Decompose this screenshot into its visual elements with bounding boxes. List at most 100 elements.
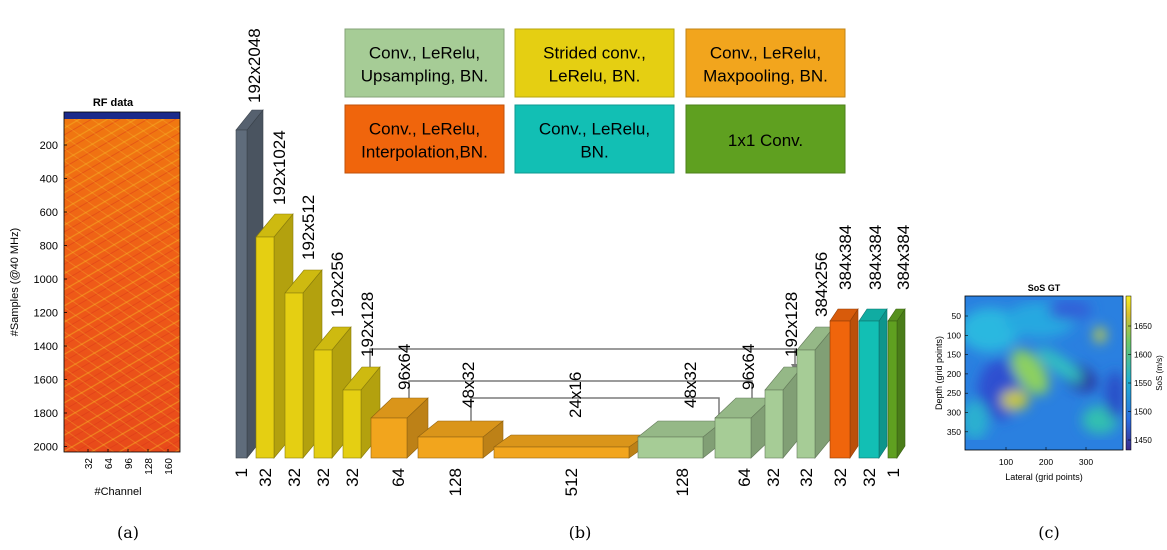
block-side-face — [878, 308, 888, 459]
rf-x-tick-label: 32 — [84, 458, 95, 470]
block-channel-label: 128 — [446, 468, 465, 496]
legend-item: Conv., LeRelu, Upsampling, BN. — [344, 28, 505, 98]
block-channel-label: 64 — [735, 468, 754, 487]
block-size-label: 192x256 — [328, 252, 347, 317]
rf-y-tick-label: 1000 — [34, 274, 58, 286]
legend-swatch — [685, 104, 846, 174]
skip-connection-3 — [470, 397, 723, 432]
block-size-label: 24x16 — [566, 372, 585, 418]
sos-x-ticks: 100 200 300 — [999, 447, 1093, 467]
legend-label: Conv., LeRelu, — [539, 120, 650, 139]
block-size-label: 384x384 — [894, 225, 913, 290]
sos-y-tick-label: 300 — [947, 408, 961, 418]
block-channel-label: 128 — [673, 468, 692, 496]
block-front-face — [858, 320, 880, 459]
block-front-face — [493, 446, 630, 459]
block-front-face — [887, 320, 898, 459]
block-size-label: 192x1024 — [270, 130, 289, 205]
block-channel-labels: 1 32 32 32 32 64 128 512 128 64 32 32 32 32 1 — [232, 468, 903, 496]
skip-connection-1 — [369, 348, 799, 375]
block-front-face — [235, 129, 248, 459]
block-size-label: 48x32 — [459, 362, 478, 408]
legend-label: Upsampling, BN. — [361, 67, 489, 86]
block-size-label: 192x2048 — [245, 28, 264, 103]
block-front-face — [714, 417, 752, 459]
block-channel-label: 32 — [831, 468, 850, 487]
block-channel-label: 32 — [797, 468, 816, 487]
legend-label: Conv., LeRelu, — [710, 44, 821, 63]
legend-swatch — [685, 28, 846, 98]
block-channel-label: 32 — [860, 468, 879, 487]
rf-image-texture-2 — [64, 112, 180, 452]
block-front-face — [764, 389, 784, 459]
rf-y-tick-label: 1400 — [34, 341, 58, 353]
rf-top-band — [64, 112, 180, 119]
network-block — [829, 308, 859, 459]
block-top-face — [493, 434, 647, 448]
block-size-label: 192x512 — [299, 195, 318, 260]
legend-label: Conv., LeRelu, — [369, 44, 480, 63]
legend-item: Conv., LeRelu, Maxpooling, BN. — [685, 28, 846, 98]
network-block — [493, 434, 647, 459]
legend-label: Maxpooling, BN. — [703, 67, 828, 86]
block-channel-label: 32 — [285, 468, 304, 487]
block-side-face — [896, 308, 906, 459]
network-blocks — [235, 109, 906, 459]
legend-label: Interpolation,BN. — [361, 143, 488, 162]
rf-frame — [63, 111, 181, 453]
rf-y-tick-label: 2000 — [34, 442, 58, 454]
legend: Conv., LeRelu, Upsampling, BN. Strided con… — [344, 28, 846, 174]
rf-y-tick-label: 200 — [40, 140, 58, 152]
block-size-label: 192x128 — [358, 292, 377, 357]
block-channel-label: 1 — [232, 468, 251, 477]
block-front-face — [417, 436, 484, 459]
legend-label: 1x1 Conv. — [728, 131, 803, 150]
rf-y-tick-label: 400 — [40, 174, 58, 186]
sos-colorbar — [1125, 295, 1132, 451]
rf-x-ticks: 32 64 96 128 160 — [84, 449, 175, 475]
sos-xlabel: Lateral (grid points) — [1005, 472, 1083, 482]
rf-y-tick-label: 600 — [40, 207, 58, 219]
legend-swatch — [514, 28, 675, 98]
block-side-face — [849, 308, 859, 459]
block-channel-label: 512 — [562, 468, 581, 496]
block-size-label: 384x384 — [836, 225, 855, 290]
legend-label: Strided conv., — [543, 44, 646, 63]
legend-swatch — [344, 104, 505, 174]
sos-frame — [964, 295, 1124, 451]
caption-a: (a) — [117, 523, 139, 542]
network-block — [764, 366, 803, 459]
block-front-face — [637, 436, 704, 459]
sos-y-tick-label: 250 — [947, 388, 961, 398]
network-block — [796, 326, 835, 459]
network-block — [417, 420, 504, 459]
block-front-face — [342, 389, 362, 459]
sos-colorbar-tick-label: 1550 — [1134, 379, 1152, 388]
network-block — [714, 397, 773, 459]
sos-colorbar-label: SoS (m/s) — [1155, 355, 1164, 391]
block-front-face — [829, 320, 851, 459]
skip-connection-2 — [408, 380, 756, 415]
sos-y-tick-label: 200 — [947, 369, 961, 379]
sos-y-ticks: 50 100 150 200 250 300 350 — [947, 311, 968, 437]
sos-x-tick-label: 100 — [999, 457, 1013, 467]
sos-x-tick-label: 200 — [1039, 457, 1053, 467]
block-channel-label: 64 — [389, 468, 408, 487]
block-size-label: 96x64 — [395, 344, 414, 390]
rf-data-panel: RF data 200 400 600 800 1000 1200 1400 1600 1800… — [9, 97, 181, 498]
legend-item: Conv., LeRelu, Interpolation,BN. — [344, 104, 505, 174]
rf-x-tick-label: 96 — [124, 458, 135, 470]
rf-ylabel: #Samples (@40 MHz) — [9, 228, 21, 336]
skip-connections — [369, 348, 799, 432]
block-channel-label: 32 — [256, 468, 275, 487]
block-front-face — [796, 349, 816, 459]
legend-item: Strided conv., LeRelu, BN. — [514, 28, 675, 98]
network-block — [887, 308, 906, 459]
sos-colorbar-tick-label: 1650 — [1134, 322, 1152, 331]
block-front-face — [370, 417, 408, 459]
sos-y-tick-label: 50 — [952, 311, 962, 321]
rf-y-ticks: 200 400 600 800 1000 1200 1400 1600 1800 2000 — [34, 140, 67, 454]
legend-label: BN. — [580, 143, 608, 162]
